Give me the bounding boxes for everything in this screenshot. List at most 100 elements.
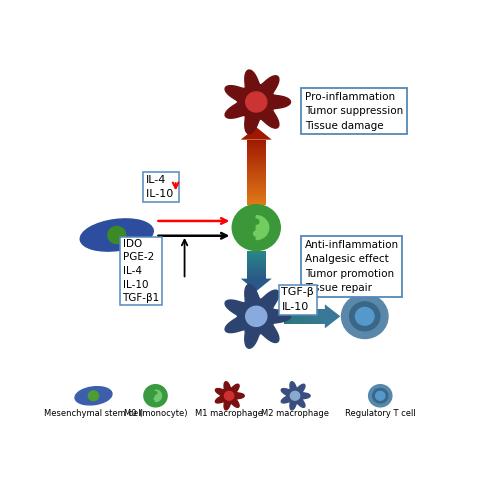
Circle shape [290, 391, 300, 400]
Circle shape [246, 92, 267, 112]
Polygon shape [294, 309, 295, 324]
Polygon shape [247, 177, 266, 178]
Text: M1 macrophage: M1 macrophage [195, 409, 263, 419]
Polygon shape [247, 194, 266, 195]
Polygon shape [225, 70, 290, 134]
Polygon shape [247, 182, 266, 183]
Ellipse shape [80, 219, 154, 251]
Polygon shape [247, 145, 266, 146]
Polygon shape [247, 195, 266, 196]
Polygon shape [247, 148, 266, 149]
Text: Pro-inflammation
Tumor suppression
Tissue damage: Pro-inflammation Tumor suppression Tissu… [304, 92, 403, 131]
Circle shape [224, 391, 234, 400]
Polygon shape [316, 309, 318, 324]
Polygon shape [247, 143, 266, 144]
Polygon shape [247, 144, 266, 145]
Polygon shape [290, 309, 292, 324]
Circle shape [368, 384, 392, 407]
Polygon shape [303, 309, 304, 324]
Circle shape [144, 384, 167, 407]
Polygon shape [247, 155, 266, 156]
Circle shape [246, 306, 267, 326]
Circle shape [232, 204, 280, 251]
Circle shape [254, 231, 259, 236]
Text: Mesenchymal stem cell: Mesenchymal stem cell [44, 409, 143, 419]
Polygon shape [247, 181, 266, 182]
Polygon shape [247, 162, 266, 164]
Polygon shape [247, 180, 266, 181]
Polygon shape [300, 309, 301, 324]
Polygon shape [247, 167, 266, 168]
Polygon shape [302, 309, 303, 324]
Polygon shape [282, 382, 310, 410]
Polygon shape [247, 168, 266, 169]
Polygon shape [247, 149, 266, 151]
Polygon shape [247, 178, 266, 179]
Polygon shape [312, 309, 313, 324]
Polygon shape [247, 190, 266, 191]
Polygon shape [247, 202, 266, 203]
Polygon shape [247, 200, 266, 202]
Polygon shape [292, 309, 293, 324]
Polygon shape [247, 192, 266, 193]
Polygon shape [310, 309, 311, 324]
Polygon shape [247, 161, 266, 162]
Polygon shape [286, 309, 288, 324]
Polygon shape [314, 309, 316, 324]
Polygon shape [322, 309, 323, 324]
Polygon shape [301, 309, 302, 324]
Polygon shape [247, 141, 266, 142]
Polygon shape [298, 309, 299, 324]
Polygon shape [247, 153, 266, 154]
Polygon shape [247, 184, 266, 185]
Polygon shape [247, 170, 266, 171]
Circle shape [350, 302, 380, 331]
Polygon shape [247, 160, 266, 161]
Polygon shape [247, 171, 266, 172]
Circle shape [108, 227, 126, 243]
Polygon shape [241, 127, 272, 140]
Polygon shape [284, 309, 286, 324]
Polygon shape [324, 309, 325, 324]
Polygon shape [247, 174, 266, 175]
Polygon shape [297, 309, 298, 324]
Polygon shape [320, 309, 322, 324]
Polygon shape [247, 183, 266, 184]
Circle shape [154, 392, 157, 394]
Text: TGF-β
IL-10: TGF-β IL-10 [282, 288, 314, 312]
Polygon shape [247, 157, 266, 158]
Circle shape [376, 391, 385, 400]
Text: IL-4
IL-10: IL-4 IL-10 [146, 175, 176, 199]
Polygon shape [308, 309, 309, 324]
Polygon shape [318, 309, 320, 324]
Polygon shape [247, 159, 266, 160]
Polygon shape [247, 197, 266, 198]
Polygon shape [309, 309, 310, 324]
Polygon shape [247, 187, 266, 189]
Polygon shape [247, 191, 266, 192]
Polygon shape [247, 158, 266, 159]
Polygon shape [247, 146, 266, 147]
Polygon shape [247, 152, 266, 153]
Polygon shape [247, 186, 266, 187]
Polygon shape [156, 390, 162, 402]
Polygon shape [247, 199, 266, 200]
Polygon shape [306, 309, 307, 324]
Polygon shape [311, 309, 312, 324]
Polygon shape [247, 193, 266, 194]
Text: M0 (monocyte): M0 (monocyte) [124, 409, 187, 419]
Polygon shape [247, 185, 266, 186]
Polygon shape [313, 309, 314, 324]
Circle shape [372, 389, 388, 403]
Polygon shape [295, 309, 296, 324]
Polygon shape [247, 198, 266, 199]
Text: M2 macrophage: M2 macrophage [261, 409, 329, 419]
Polygon shape [247, 179, 266, 180]
Polygon shape [247, 154, 266, 155]
Polygon shape [247, 151, 266, 152]
Circle shape [254, 219, 259, 224]
Polygon shape [247, 203, 266, 204]
Polygon shape [299, 309, 300, 324]
Circle shape [88, 391, 99, 401]
Polygon shape [304, 309, 305, 324]
